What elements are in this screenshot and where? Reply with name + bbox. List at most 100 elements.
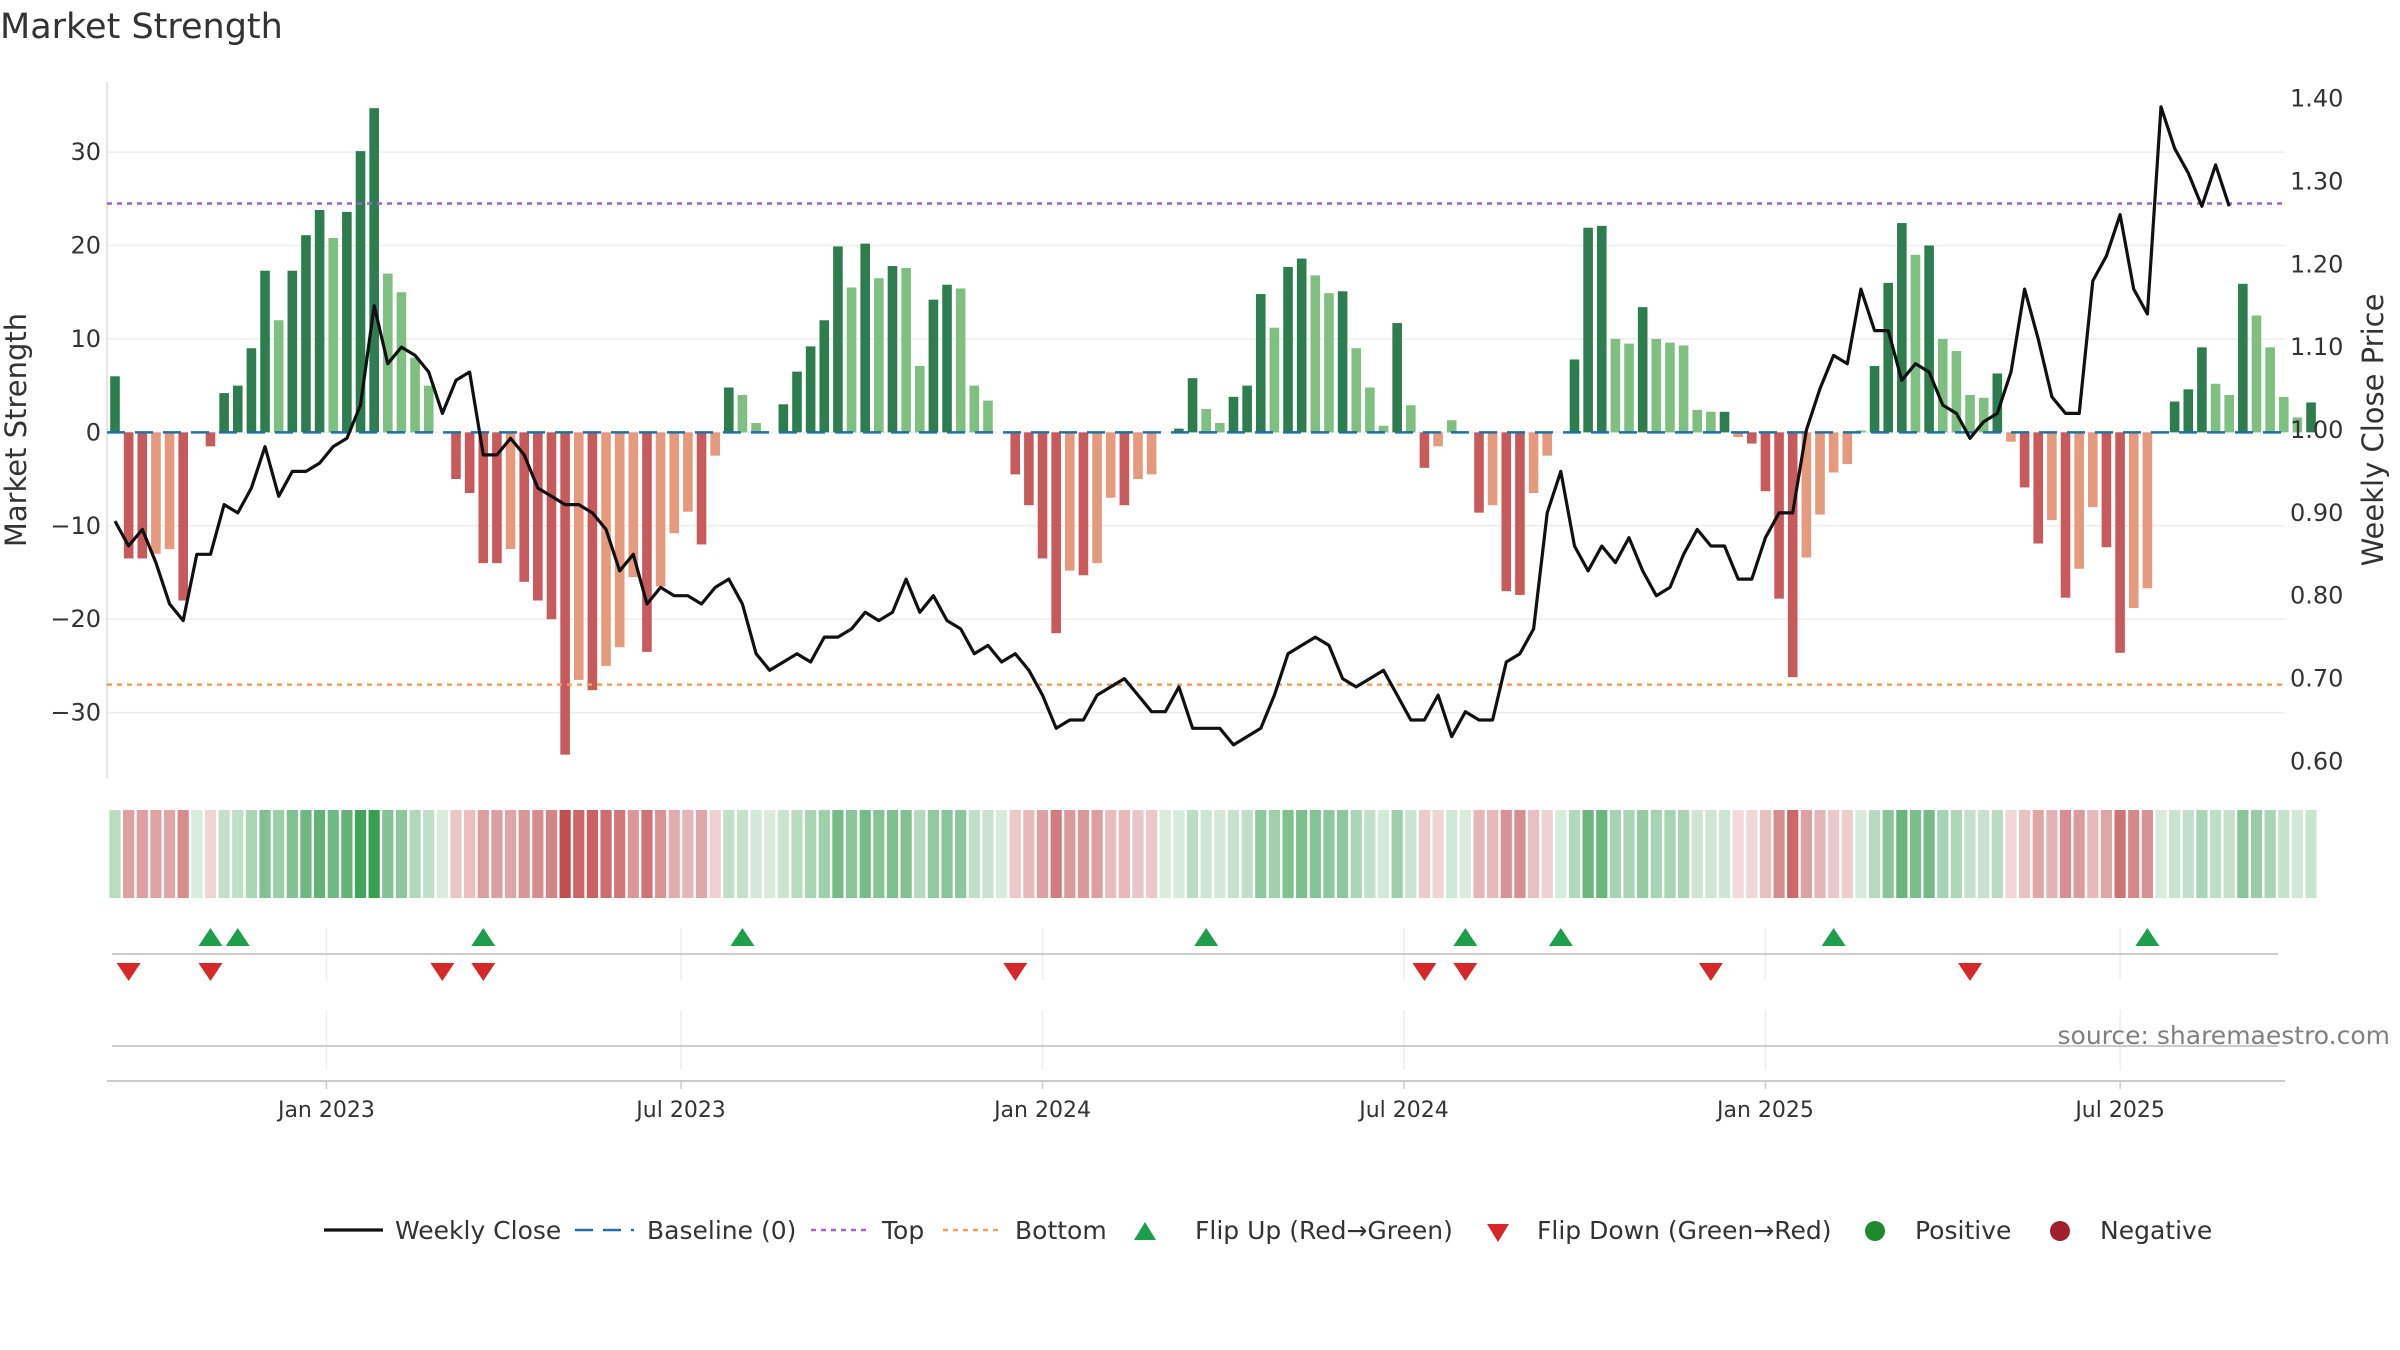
heat-cell: [573, 810, 585, 898]
strength-bar: [246, 348, 257, 433]
strength-bar: [1706, 411, 1716, 433]
heat-cell: [1309, 810, 1321, 898]
heat-cell: [1186, 810, 1199, 898]
strength-bar: [2183, 389, 2194, 433]
heat-cell: [395, 810, 408, 898]
strength-bar: [1037, 432, 1048, 559]
strength-bar: [2169, 401, 2180, 433]
heat-cell: [1105, 810, 1117, 898]
heat-cell: [259, 810, 271, 898]
heat-cell: [818, 810, 830, 898]
strength-bar: [724, 387, 734, 433]
heat-cell: [1841, 810, 1853, 898]
heat-cell: [1773, 810, 1785, 898]
strength-bar: [1801, 432, 1812, 558]
heat-cell: [1541, 810, 1553, 898]
heat-cell: [586, 810, 598, 898]
right-tick-label: 0.60: [2290, 747, 2343, 775]
heat-cell: [1991, 810, 2003, 898]
left-tick-label: 10: [70, 325, 101, 353]
heat-cell: [1746, 810, 1758, 898]
strength-bar: [778, 404, 789, 433]
heat-cell: [1978, 810, 1990, 898]
legend-flip-up-icon: [1134, 1222, 1156, 1240]
strength-bar: [1787, 432, 1798, 678]
legend-bottom: Bottom: [1015, 1216, 1107, 1245]
strength-bar: [2224, 394, 2234, 433]
heat-cell: [2196, 810, 2208, 898]
right-tick-label: 1.10: [2290, 333, 2343, 361]
strength-bar: [1692, 409, 1703, 433]
heat-cell: [450, 810, 462, 898]
strength-bar: [1610, 338, 1621, 433]
heat-cell: [1118, 810, 1130, 898]
flip-up-icon: [1194, 928, 1219, 946]
left-tick-label: 0: [86, 418, 101, 446]
strength-bar: [1228, 396, 1239, 433]
x-tick-label: Jul 2025: [2073, 1098, 2165, 1123]
strength-bar: [751, 422, 761, 433]
strength-bar: [314, 209, 325, 433]
strength-bar: [914, 366, 925, 433]
heat-cell: [382, 810, 394, 898]
strength-bar: [2265, 347, 2275, 433]
strength-bar: [1897, 223, 1907, 433]
strength-bar: [683, 432, 693, 512]
heat-cell: [273, 810, 285, 898]
strength-bar: [1924, 245, 1934, 433]
flip-down-icon: [1412, 963, 1437, 981]
strength-bar: [1992, 373, 2003, 433]
heat-cell: [655, 810, 667, 898]
heat-cell: [2005, 810, 2017, 898]
strength-bar: [492, 432, 502, 564]
heat-cell: [1500, 810, 1512, 898]
strength-bar: [505, 432, 516, 550]
legend-positive: Positive: [1915, 1216, 2011, 1245]
strength-bar: [2128, 432, 2139, 608]
strength-bar: [1515, 432, 1525, 595]
heat-cell: [1159, 810, 1171, 898]
x-tick-label: Jan 2024: [992, 1098, 1091, 1123]
strength-bar: [533, 432, 543, 601]
heat-cell: [1787, 810, 1799, 898]
heat-cell: [2128, 810, 2140, 898]
heat-cell: [1132, 810, 1144, 898]
flip-up-icon: [198, 928, 223, 946]
left-tick-label: 20: [70, 231, 101, 259]
strength-bar: [1487, 432, 1498, 506]
heat-cell: [1937, 810, 1949, 898]
heat-cell: [2087, 810, 2099, 898]
right-tick-label: 1.40: [2290, 85, 2343, 113]
heat-cell: [1432, 810, 1444, 898]
strength-bar: [1637, 307, 1648, 433]
heat-cell: [1596, 810, 1608, 898]
heat-cell: [504, 810, 517, 898]
heat-cell: [2250, 810, 2263, 898]
strength-bar: [1747, 432, 1757, 444]
heat-cell: [1691, 810, 1703, 898]
heat-cell: [1418, 810, 1431, 898]
strength-bar: [2088, 432, 2098, 508]
strength-bar: [1174, 428, 1184, 433]
heat-cell: [1214, 810, 1226, 898]
heat-cell: [2237, 810, 2249, 898]
heat-cell: [1964, 810, 1976, 898]
strength-bar: [1719, 411, 1730, 433]
x-tick-label: Jul 2023: [634, 1098, 726, 1123]
heat-cell: [1350, 810, 1362, 898]
heat-cell: [736, 810, 749, 898]
heat-cell: [1527, 810, 1540, 898]
strength-bar: [232, 385, 243, 433]
heat-cell: [1337, 810, 1349, 898]
heat-cell: [709, 810, 721, 898]
right-tick-label: 1.30: [2290, 167, 2343, 195]
strength-bar: [1310, 275, 1321, 433]
strength-bar: [1051, 432, 1061, 634]
strength-bar: [1528, 432, 1539, 494]
strength-bar: [1365, 387, 1375, 433]
flip-down-icon: [1003, 963, 1028, 981]
heat-cell: [204, 810, 217, 898]
strength-bar: [478, 432, 489, 564]
strength-bar: [287, 270, 298, 433]
right-axis-ticks: 1.40 1.30 1.20 1.10 1.00 0.90 0.80 0.70 0.60: [2290, 85, 2343, 776]
